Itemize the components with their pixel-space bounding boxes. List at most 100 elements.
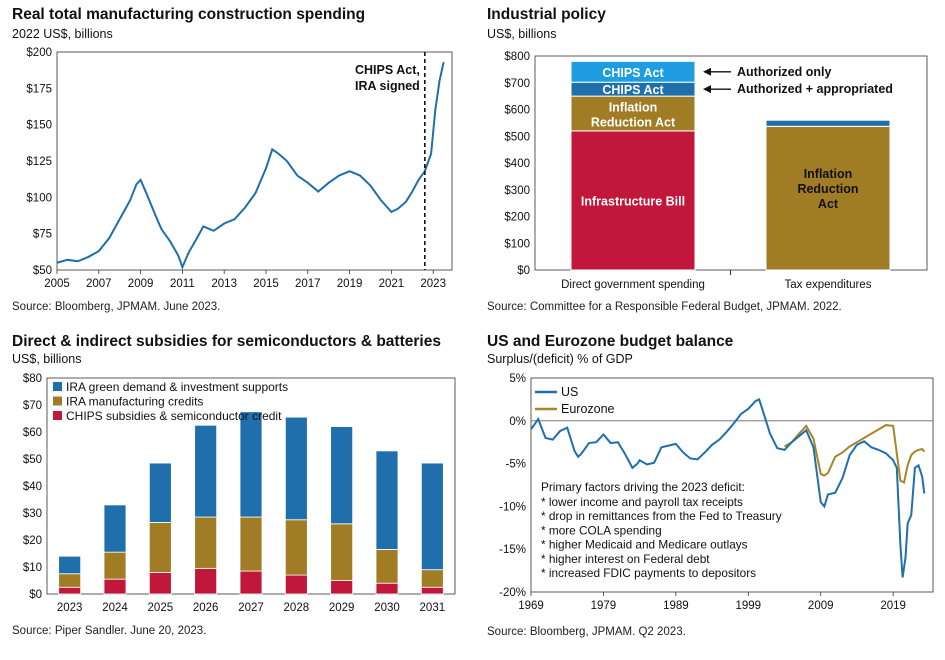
series-line: [530, 398, 926, 578]
segment-label: CHIPS Act: [602, 83, 664, 97]
bar-segment: [570, 60, 696, 83]
industrial-policy-bar-chart: $0 $100 $200 $300 $400 $500 $600 $700 $800 Direct…: [504, 51, 928, 291]
x-tick-label: 2030: [374, 602, 400, 614]
y-tick-label: $100: [504, 238, 530, 250]
chart-title: Industrial policy: [487, 6, 606, 23]
bar-segment: [239, 516, 263, 572]
x-tick-label: 1989: [663, 600, 689, 612]
chart-source: Source: Committee for a Responsible Fede…: [487, 301, 842, 313]
x-tick-label: 1979: [591, 600, 617, 612]
bar-segment: [284, 519, 308, 576]
bar-segment: [284, 416, 308, 521]
x-tick-label: 2019: [337, 278, 363, 290]
bar-segment: [58, 586, 82, 595]
y-tick-label: $125: [26, 156, 52, 168]
segment-label: Reduction Act: [591, 116, 676, 130]
y-tick-label: -5%: [506, 459, 526, 471]
y-tick-label: $0: [517, 265, 530, 277]
x-tick-label: 2024: [102, 602, 128, 614]
panel-budget-balance: US and Eurozone budget balance Surplus/(…: [475, 328, 945, 660]
y-tick-label: $700: [504, 78, 530, 90]
legend-swatch: [53, 382, 62, 391]
subsidies-stacked-bar-chart: $0 $10 $20 $30 $40 $50 $60 $70 $80 2023 2024 2025 20…: [23, 373, 456, 614]
y-tick-label: -15%: [499, 544, 526, 556]
annotation-label: CHIPS Act,: [355, 63, 420, 77]
bar-segment: [375, 450, 399, 550]
bar-segment: [420, 569, 444, 588]
bar-segment: [420, 462, 444, 571]
note-item: * drop in remittances from the Fed to Tr…: [541, 509, 782, 523]
chart-subtitle: US$, billions: [487, 27, 557, 41]
y-tick-label: $75: [33, 229, 52, 241]
y-tick-label: $50: [33, 265, 52, 277]
bar-segment: [103, 551, 127, 580]
y-tick-label: $40: [23, 481, 42, 493]
legend-label: US: [561, 385, 578, 399]
bar-segment: [284, 574, 308, 595]
note-item: * more COLA spending: [541, 523, 662, 537]
bar-segment: [570, 95, 696, 132]
bar-segment: [103, 578, 127, 595]
series-line: [56, 61, 445, 270]
legend-label: CHIPS subsidies & semiconductor credit: [66, 409, 282, 423]
y-tick-label: $100: [26, 192, 52, 204]
y-tick-label: $800: [504, 51, 530, 63]
bar-segment: [765, 119, 891, 127]
y-tick-label: $60: [23, 427, 42, 439]
bar-segment: [194, 424, 218, 518]
x-tick-label: 1969: [518, 600, 544, 612]
chart-subtitle: US$, billions: [12, 352, 82, 366]
chart-subtitle: Surplus/(deficit) % of GDP: [487, 352, 633, 366]
x-tick-label: 2015: [253, 278, 279, 290]
arrow-label: Authorized + appropriated: [737, 82, 893, 96]
x-tick-label: 2028: [284, 602, 310, 614]
note-title: Primary factors driving the 2023 deficit…: [541, 480, 745, 494]
x-tick-label: Tax expenditures: [785, 279, 872, 291]
series-line: [784, 424, 926, 484]
note-item: * increased FDIC payments to depositors: [541, 566, 756, 580]
bar-segment: [194, 516, 218, 569]
bar-segment: [103, 504, 127, 553]
y-tick-label: $20: [23, 535, 42, 547]
chart-subtitle: 2022 US$, billions: [12, 27, 113, 41]
x-tick-label: 1999: [736, 600, 762, 612]
y-tick-label: $400: [504, 158, 530, 170]
x-tick-label: 2029: [329, 602, 355, 614]
y-tick-label: -20%: [499, 587, 526, 599]
bar-segment: [239, 411, 263, 518]
note-item: * higher interest on Federal debt: [541, 552, 710, 566]
legend-label: IRA manufacturing credits: [66, 395, 203, 409]
y-tick-label: $300: [504, 185, 530, 197]
chart-source: Source: Bloomberg, JPMAM. June 2023.: [12, 301, 221, 313]
budget-balance-line-chart: 5% 0% -5% -10% -15% -20%1969 1979 1989 1999 2009 2…: [499, 373, 934, 612]
legend-label: IRA green demand & investment supports: [66, 380, 288, 394]
bar-segment: [420, 586, 444, 595]
bar-segment: [330, 523, 354, 581]
bar-segment: [58, 555, 82, 575]
y-tick-label: $50: [23, 454, 42, 466]
y-tick-label: $80: [23, 373, 42, 385]
panel-industrial-policy: Industrial policy US$, billions $0 $100 $2…: [475, 0, 945, 325]
bar-segment: [330, 426, 354, 525]
y-tick-label: $600: [504, 105, 530, 117]
y-tick-label: $500: [504, 131, 530, 143]
y-tick-label: 5%: [509, 373, 526, 385]
x-tick-label: Direct government spending: [561, 279, 705, 291]
arrow-label: Authorized only: [737, 65, 831, 79]
chart-title: Real total manufacturing construction sp…: [12, 6, 366, 23]
manufacturing-line-chart: $50 $75 $100 $125 $150 $175 $200 2005 2007 2009 20…: [26, 47, 453, 290]
x-tick-label: 2025: [148, 602, 174, 614]
y-tick-label: 0%: [509, 416, 526, 428]
chart-source: Source: Bloomberg, JPMAM. Q2 2023.: [487, 626, 686, 638]
legend-swatch: [53, 411, 62, 420]
bar-segment: [148, 522, 172, 573]
note-item: * lower income and payroll tax receipts: [541, 495, 743, 509]
x-tick-label: 2017: [295, 278, 321, 290]
y-tick-label: -10%: [499, 501, 526, 513]
x-tick-label: 2013: [211, 278, 237, 290]
bar-segment: [194, 567, 218, 595]
bar-segment: [375, 549, 399, 584]
x-tick-label: 2027: [238, 602, 264, 614]
arrow-head: [703, 67, 711, 76]
y-tick-label: $30: [23, 508, 42, 520]
